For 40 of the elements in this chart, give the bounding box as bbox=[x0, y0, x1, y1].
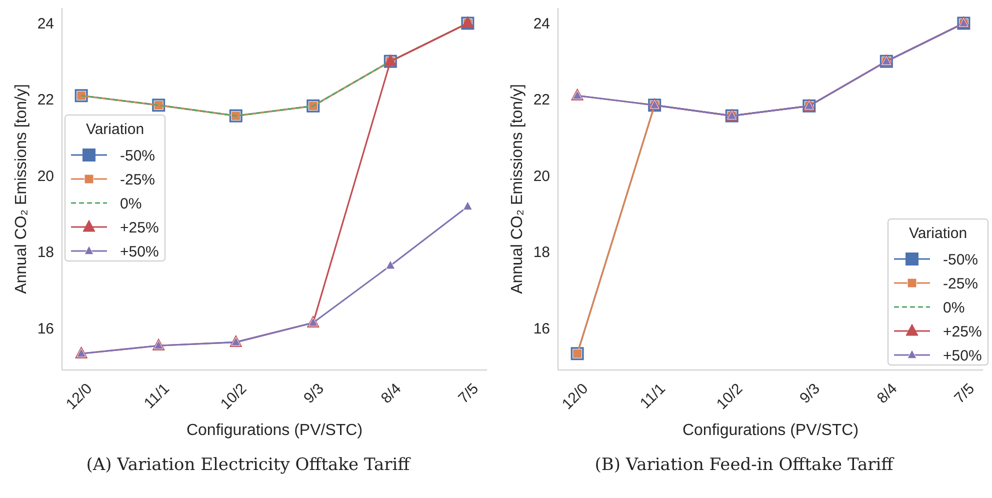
y-tick-label: 20 bbox=[533, 168, 550, 185]
text: (B) Variation Feed-in Offtake Tariff bbox=[594, 455, 896, 475]
y-tick-label: 20 bbox=[37, 168, 54, 185]
legend-label: +25% bbox=[943, 323, 982, 340]
y-axis-title: Annual CO₂ Emissions [ton/y] bbox=[13, 84, 30, 294]
x-tick-label: 12/0 bbox=[62, 380, 96, 413]
legend-label: -25% bbox=[120, 171, 156, 188]
legend-label: 0% bbox=[120, 195, 142, 212]
legend-label: -25% bbox=[943, 275, 978, 292]
legend-label: +50% bbox=[120, 243, 159, 260]
x-tick-label: 9/3 bbox=[300, 380, 328, 408]
y-tick-label: 16 bbox=[533, 320, 550, 338]
y-tick-label: 18 bbox=[37, 244, 54, 262]
y-axis-title: Annual CO₂ Emissions [ton/y] bbox=[509, 84, 526, 294]
legend-label: +50% bbox=[943, 347, 982, 364]
y-tick-label: 24 bbox=[37, 15, 54, 32]
x-tick-label: 7/5 bbox=[951, 380, 978, 408]
point bbox=[462, 201, 472, 210]
legend-title: Variation bbox=[908, 225, 968, 242]
y-tick-label: 16 bbox=[37, 320, 54, 338]
x-axis-title: Configurations (PV/STC) bbox=[186, 422, 363, 439]
y-tick-label: 22 bbox=[37, 92, 54, 109]
legend-label: 0% bbox=[943, 299, 965, 316]
point bbox=[386, 260, 396, 270]
y-tick-label: 18 bbox=[533, 244, 550, 262]
text: (A) Variation Electricity Offtake Tariff bbox=[86, 455, 412, 475]
legend-label: -50% bbox=[943, 251, 978, 268]
x-tick-label: 9/3 bbox=[796, 380, 824, 408]
x-tick-label: 7/5 bbox=[455, 380, 482, 408]
x-tick-label: 11/1 bbox=[636, 380, 669, 412]
legend-title: Variation bbox=[86, 121, 144, 138]
legend-label: +25% bbox=[120, 219, 159, 236]
y-tick-label: 24 bbox=[533, 15, 550, 32]
x-tick-label: 11/1 bbox=[140, 380, 173, 412]
y-tick-label: 22 bbox=[533, 92, 550, 109]
x-tick-label: 12/0 bbox=[558, 380, 592, 413]
x-axis-title: Configurations (PV/STC) bbox=[682, 422, 859, 439]
legend-label: -50% bbox=[120, 147, 156, 164]
x-tick-label: 8/4 bbox=[874, 380, 901, 408]
x-tick-label: 8/4 bbox=[378, 380, 405, 408]
